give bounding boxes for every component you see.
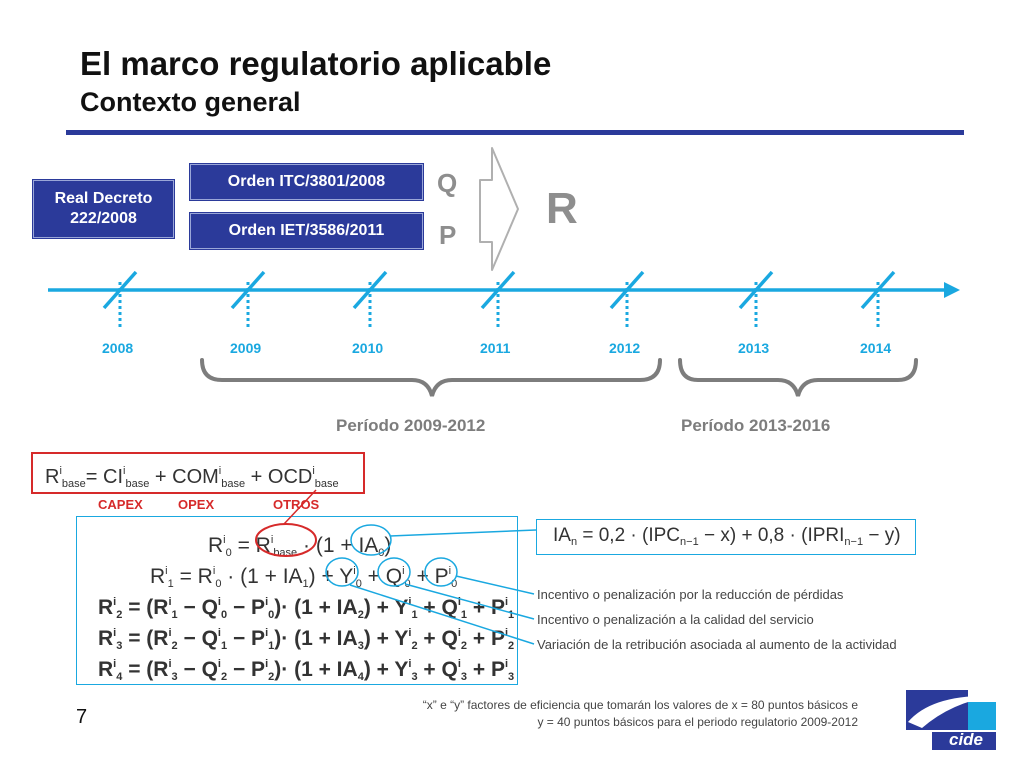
footnote: “x” e “y” factores de eficiencia que tom… <box>320 697 858 731</box>
annotation-perdidas: Incentivo o penalización por la reducció… <box>537 587 844 602</box>
orden-itc-box: Orden ITC/3801/2008 <box>190 164 423 200</box>
year-2012: 2012 <box>609 340 641 356</box>
slide-subtitle: Contexto general <box>80 87 301 117</box>
timeline-arrowhead-icon <box>944 282 960 298</box>
annotation-calidad: Incentivo o penalización a la calidad de… <box>537 612 814 627</box>
q0-connector <box>404 583 535 620</box>
brace-2013-2016 <box>678 358 918 397</box>
year-2010: 2010 <box>352 340 384 356</box>
real-decreto-box: Real Decreto 222/2008 <box>33 180 174 238</box>
ia-formula: IAn = 0,2 · (IPCn−1 − x) + 0,8 · (IPRIn−… <box>553 525 901 548</box>
footnote-line1: “x” e “y” factores de eficiencia que tom… <box>422 698 858 712</box>
p-label: P <box>439 220 457 250</box>
year-2011: 2011 <box>480 340 511 356</box>
orden-itc-label: Orden ITC/3801/2008 <box>227 173 386 190</box>
year-2008: 2008 <box>102 340 134 356</box>
real-decreto-line2: 222/2008 <box>70 210 137 227</box>
rbase-highlight-circle <box>255 523 317 557</box>
slide-title: El marco regulatorio aplicable <box>80 45 552 82</box>
formula-r1: Ri1 = Ri0 · (1 + IA1) + Yi0 + Qi0 + Pi0 <box>150 565 458 590</box>
p0-highlight-circle <box>424 557 458 587</box>
timeline-dotted-ticks <box>118 282 880 328</box>
annotation-actividad: Variación de la retribución asociada al … <box>537 637 897 652</box>
cide-logo: cide <box>902 688 998 752</box>
chevron-arrow-icon <box>479 147 519 271</box>
opex-label: OPEX <box>178 497 215 512</box>
base-to-rbase-connector <box>283 489 317 525</box>
y0-connector <box>349 584 535 645</box>
ia-formula-box: IAn = 0,2 · (IPCn−1 − x) + 0,8 · (IPRIn−… <box>536 519 916 555</box>
orden-iet-box: Orden IET/3586/2011 <box>190 213 423 249</box>
otros-label: OTROS <box>273 497 320 512</box>
q-label: Q <box>437 168 458 198</box>
cide-logo-mark <box>906 690 996 750</box>
timeline <box>48 270 960 328</box>
period-2009-2012: Período 2009-2012 <box>336 416 486 435</box>
ia0-highlight-circle <box>350 524 392 556</box>
footnote-line2: y = 40 puntos básicos para el periodo re… <box>537 715 858 729</box>
y0-highlight-circle <box>325 557 359 587</box>
base-formula: Ribase= CIibase + COMibase + OCDibase <box>45 465 339 490</box>
page-number: 7 <box>76 706 88 728</box>
q0-highlight-circle <box>377 557 411 587</box>
formula-r3: Ri3 = (Ri2 − Qi1 − Pi1)· (1 + IA3) + Yi2… <box>98 627 515 652</box>
period-2013-2016: Período 2013-2016 <box>681 416 831 435</box>
base-formula-box: Ribase= CIibase + COMibase + OCDibase <box>31 452 365 494</box>
brace-2009-2012 <box>200 358 662 397</box>
orden-iet-label: Orden IET/3586/2011 <box>228 222 385 239</box>
year-2014: 2014 <box>860 340 892 356</box>
cide-logo-text: cide <box>948 730 984 749</box>
year-2009: 2009 <box>230 340 262 356</box>
formula-r2: Ri2 = (Ri1 − Qi0 − Pi0)· (1 + IA2) + Yi1… <box>98 596 515 621</box>
formula-panel <box>76 516 518 685</box>
real-decreto-line1: Real Decreto <box>54 190 153 207</box>
r-label: R <box>546 184 578 233</box>
formula-r0: Ri0 = Ribase · (1 + IA0) <box>208 534 392 559</box>
title-divider <box>66 130 964 135</box>
formula-r4: Ri4 = (Ri3 − Qi2 − Pi2)· (1 + IA4) + Yi3… <box>98 658 515 683</box>
year-2013: 2013 <box>738 340 770 356</box>
period-braces <box>200 358 918 397</box>
p0-connector <box>455 575 535 595</box>
capex-label: CAPEX <box>98 497 143 512</box>
